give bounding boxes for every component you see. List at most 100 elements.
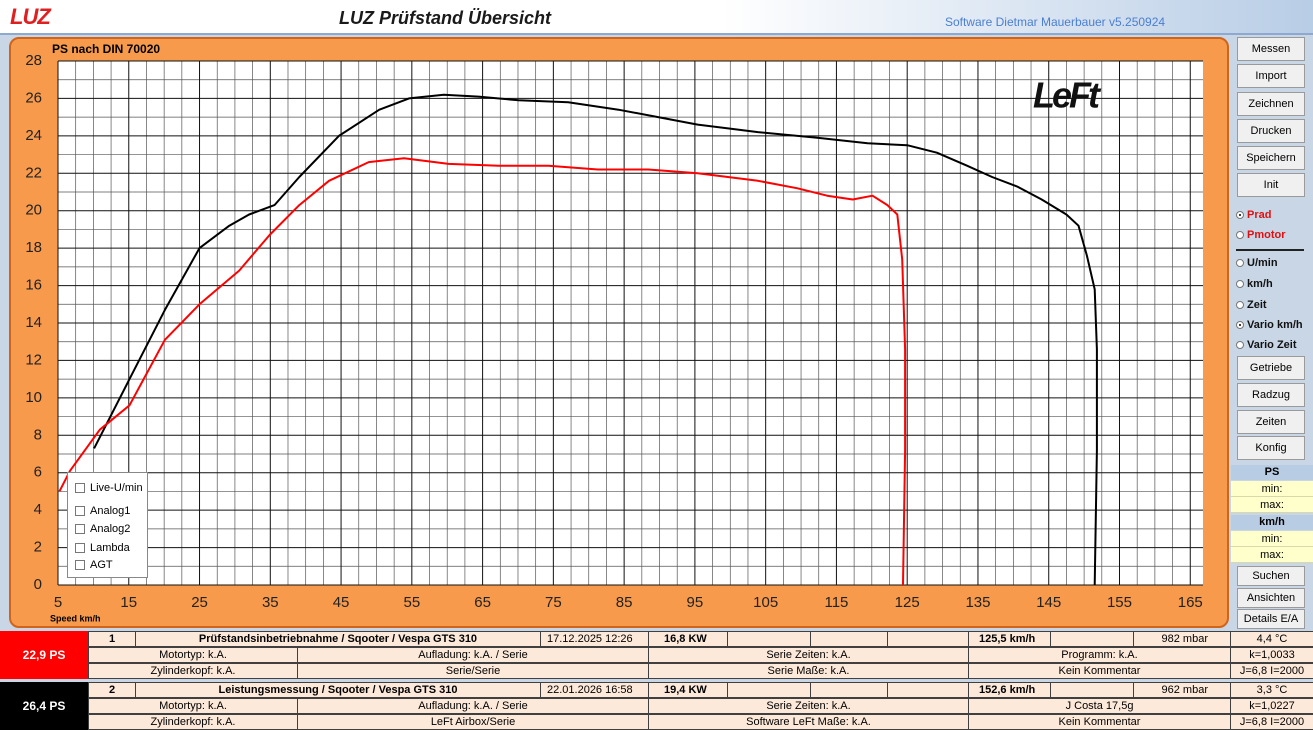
y-tick-label: 8 (34, 426, 42, 443)
y-tick-label: 20 (25, 202, 42, 219)
section-header: km/h (1231, 515, 1313, 530)
run-detail: Aufladung: k.A. / Serie (297, 698, 649, 714)
radio-option[interactable]: km/h (1236, 277, 1313, 291)
x-tick-label: 65 (474, 594, 491, 611)
y-tick-label: 6 (34, 464, 42, 481)
radio-label: Pmotor (1247, 229, 1286, 241)
y-tick-label: 10 (25, 389, 42, 406)
radio-option[interactable]: Vario Zeit (1236, 338, 1313, 352)
run-description: Leistungsmessung / Sqooter / Vespa GTS 3… (135, 682, 541, 698)
button[interactable]: Getriebe (1237, 356, 1305, 380)
run-power: 16,8 KW (648, 631, 728, 647)
run-detail: Aufladung: k.A. / Serie (297, 647, 649, 663)
min-field: min: (1231, 531, 1313, 547)
chart-title: PS nach DIN 70020 (52, 42, 160, 56)
button[interactable]: Zeiten (1237, 410, 1305, 434)
checkbox[interactable] (75, 483, 85, 493)
channel-checkboxes: Live-U/min Analog1 Analog2 Lambda AGT (67, 472, 148, 578)
section-header: PS (1231, 465, 1313, 480)
x-tick-label: 5 (54, 594, 62, 611)
run-detail: J=6,8 I=2000 (1230, 714, 1313, 730)
radio-label: Vario km/h (1247, 319, 1303, 331)
y-tick-label: 24 (25, 127, 42, 144)
y-tick-label: 2 (34, 539, 42, 556)
chart: 5 15 25 35 45 55 65 75 85 95 105 115 125 135 145 155 165… (9, 37, 1229, 628)
empty-cell (727, 682, 811, 698)
y-tick-label: 18 (25, 239, 42, 256)
window-title: LUZ Prüfstand Übersicht (338, 8, 552, 28)
button[interactable]: Import (1237, 64, 1305, 88)
radio-button[interactable] (1236, 280, 1244, 288)
channel-checkbox[interactable]: Analog1 (75, 505, 130, 517)
channel-checkbox[interactable]: Analog2 (75, 523, 130, 535)
x-tick-label: 45 (333, 594, 350, 611)
radio-button[interactable] (1236, 301, 1244, 309)
x-axis-label: Speed km/h (50, 613, 101, 623)
title-bar: LUZ LUZ Prüfstand Übersicht Software Die… (0, 0, 1313, 35)
button[interactable]: Speichern (1237, 146, 1305, 170)
max-field: max: (1231, 497, 1313, 513)
channel-checkbox[interactable]: Live-U/min (75, 482, 143, 494)
x-tick-label: 25 (191, 594, 208, 611)
button[interactable]: Drucken (1237, 119, 1305, 143)
button[interactable]: Zeichnen (1237, 92, 1305, 116)
run-pressure: 962 mbar (1133, 682, 1231, 698)
channel-checkbox[interactable]: Lambda (75, 542, 130, 554)
run-date: 17.12.2025 12:26 (540, 631, 649, 647)
radio-option[interactable]: U/min (1236, 256, 1313, 270)
run-detail: J=6,8 I=2000 (1230, 663, 1313, 679)
x-tick-label: 75 (545, 594, 562, 611)
checkbox[interactable] (75, 560, 85, 570)
logo: LUZ (10, 4, 51, 29)
radio-label: Zeit (1247, 299, 1267, 311)
separator (1236, 249, 1304, 251)
checkbox[interactable] (75, 543, 85, 553)
run-detail: Serie Zeiten: k.A. (648, 647, 969, 663)
button[interactable]: Messen (1237, 37, 1305, 61)
run-temperature: 4,4 °C (1230, 631, 1313, 647)
radio-option[interactable]: Vario km/h (1236, 318, 1313, 332)
x-tick-label: 155 (1107, 594, 1132, 611)
button[interactable]: Suchen (1237, 566, 1305, 586)
run-detail: Zylinderkopf: k.A. (88, 663, 298, 679)
radio-option[interactable]: Zeit (1236, 298, 1313, 312)
x-tick-label: 105 (753, 594, 778, 611)
empty-cell (810, 631, 888, 647)
button[interactable]: Init (1237, 173, 1305, 197)
button[interactable]: Details E/A (1237, 609, 1305, 629)
x-tick-label: 15 (120, 594, 137, 611)
x-tick-label: 95 (687, 594, 704, 611)
radio-button[interactable] (1236, 259, 1244, 267)
button[interactable]: Radzug (1237, 383, 1305, 407)
radio-label: Prad (1247, 209, 1272, 221)
radio-label: Vario Zeit (1247, 339, 1297, 351)
empty-cell (1050, 682, 1134, 698)
button[interactable]: Konfig (1237, 436, 1305, 460)
y-tick-label: 16 (25, 277, 42, 294)
power-curve (93, 93, 1098, 586)
radio-button[interactable] (1236, 341, 1244, 349)
checkbox[interactable] (75, 506, 85, 516)
radio-option[interactable]: Pmotor (1236, 228, 1313, 242)
checkbox[interactable] (75, 524, 85, 534)
run-detail: Motortyp: k.A. (88, 698, 298, 714)
x-tick-label: 145 (1036, 594, 1061, 611)
y-tick-label: 22 (25, 164, 42, 181)
x-tick-label: 115 (824, 594, 848, 611)
empty-cell (887, 682, 969, 698)
x-tick-label: 35 (262, 594, 279, 611)
radio-option[interactable]: Prad (1236, 208, 1313, 222)
radio-button[interactable] (1236, 211, 1244, 219)
radio-label: U/min (1247, 257, 1278, 269)
watermark: LeFt (1033, 75, 1102, 116)
y-tick-label: 12 (25, 351, 42, 368)
checkbox-label: Lambda (90, 542, 130, 554)
radio-button[interactable] (1236, 321, 1244, 329)
channel-checkbox[interactable]: AGT (75, 559, 113, 571)
checkbox-label: Analog1 (90, 505, 131, 517)
power-curve (58, 157, 907, 586)
button[interactable]: Ansichten (1237, 588, 1305, 608)
radio-button[interactable] (1236, 231, 1244, 239)
run-number: 2 (88, 682, 136, 698)
